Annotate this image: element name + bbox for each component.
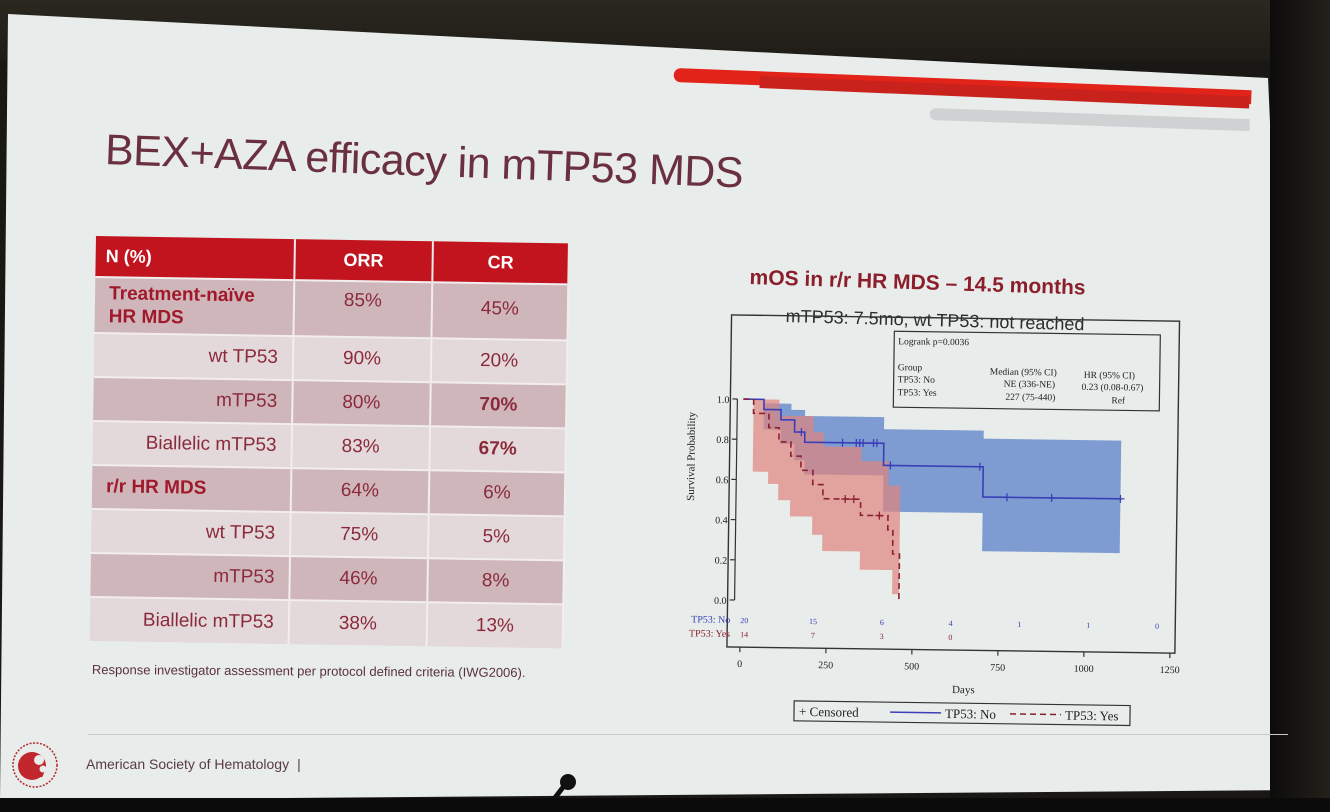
ci-band-tp53-yes bbox=[743, 399, 901, 595]
y-tick-label: 0.0 bbox=[714, 596, 727, 607]
x-tick-label: 1000 bbox=[1074, 664, 1094, 675]
ci-band-tp53-no bbox=[743, 399, 1122, 554]
median-yes: 227 (75-440) bbox=[1005, 392, 1055, 404]
at-risk-no: 6 bbox=[880, 618, 884, 627]
x-axis-label: Days bbox=[952, 684, 975, 696]
at-risk-no: 1 bbox=[1017, 620, 1021, 629]
x-tick-label: 250 bbox=[818, 660, 833, 671]
logrank-text: Logrank p=0.0036 bbox=[898, 337, 969, 348]
hr-header: HR (95% CI) bbox=[1084, 370, 1135, 382]
censor-mark-tp53-no bbox=[886, 461, 895, 470]
ash-logo-icon bbox=[12, 742, 58, 788]
at-risk-yes: 7 bbox=[811, 631, 815, 640]
legend-line-no bbox=[890, 711, 942, 714]
censor-mark-tp53-no bbox=[838, 438, 847, 447]
censor-mark-tp53-no bbox=[872, 439, 881, 448]
screen-bezel bbox=[1270, 0, 1330, 812]
group-yes: TP53: Yes bbox=[897, 388, 937, 399]
y-tick-label: 0.8 bbox=[716, 435, 729, 446]
at-risk-no: 1 bbox=[1086, 621, 1090, 630]
chart-legend: + Censored TP53: No TP53: Yes bbox=[793, 700, 1131, 727]
censor-mark-tp53-no bbox=[1002, 493, 1011, 502]
x-tick-label: 750 bbox=[990, 663, 1005, 674]
at-risk-yes: 3 bbox=[880, 632, 884, 641]
y-tick-label: 1.0 bbox=[717, 395, 730, 406]
stats-box: Logrank p=0.0036 Group Median (95% CI) H… bbox=[892, 330, 1161, 412]
at-risk-no: 15 bbox=[809, 617, 817, 626]
at-risk-label-no: TP53: No bbox=[691, 614, 730, 626]
x-tick-label: 500 bbox=[904, 661, 919, 672]
legend-censored: + Censored bbox=[799, 704, 859, 720]
y-axis-line bbox=[733, 399, 738, 601]
legend-no: TP53: No bbox=[945, 706, 996, 722]
legend-line-yes bbox=[1010, 713, 1062, 716]
at-risk-no: 4 bbox=[949, 619, 953, 628]
stats-box-frame bbox=[892, 330, 1161, 412]
median-header: Median (95% CI) bbox=[990, 367, 1057, 379]
at-risk-label-yes: TP53: Yes bbox=[689, 628, 730, 640]
censor-mark-tp53-yes bbox=[875, 511, 884, 520]
censor-mark-tp53-yes bbox=[849, 495, 858, 504]
at-risk-yes: 0 bbox=[948, 633, 952, 642]
censor-mark-tp53-no bbox=[975, 462, 984, 471]
survival-curve-tp53-yes bbox=[743, 398, 901, 603]
y-tick-label: 0.6 bbox=[716, 475, 729, 486]
censor-mark-tp53-no bbox=[859, 438, 868, 448]
median-no: NE (336-NE) bbox=[1004, 379, 1056, 391]
censor-mark-tp53-yes bbox=[841, 495, 850, 504]
legend-frame bbox=[793, 700, 1131, 727]
hr-no: 0.23 (0.08-0.67) bbox=[1082, 382, 1144, 394]
y-tick-label: 0.2 bbox=[715, 556, 728, 567]
hr-yes: Ref bbox=[1111, 395, 1126, 406]
footer-org: American Society of Hematology | bbox=[86, 756, 301, 772]
at-risk-yes: 14 bbox=[740, 630, 748, 639]
y-tick-label: 0.4 bbox=[715, 515, 728, 526]
footer-separator: | bbox=[297, 756, 301, 772]
censor-mark-tp53-no bbox=[1116, 494, 1125, 503]
at-risk-no: 0 bbox=[1155, 622, 1159, 631]
footer-divider bbox=[88, 734, 1288, 735]
screen-bezel-bottom bbox=[0, 798, 1330, 812]
group-no: TP53: No bbox=[898, 375, 936, 386]
censor-mark-tp53-no bbox=[1047, 493, 1056, 502]
x-tick-label: 0 bbox=[737, 659, 742, 670]
censor-mark-tp53-no bbox=[797, 428, 806, 437]
footer-org-name: American Society of Hematology bbox=[86, 756, 290, 772]
group-header: Group bbox=[898, 363, 923, 373]
x-tick-label: 1250 bbox=[1160, 665, 1180, 676]
legend-yes: TP53: Yes bbox=[1065, 708, 1119, 724]
plot-frame bbox=[726, 314, 1181, 654]
at-risk-no: 20 bbox=[740, 616, 748, 625]
y-axis-label: Survival Probability bbox=[685, 411, 698, 501]
